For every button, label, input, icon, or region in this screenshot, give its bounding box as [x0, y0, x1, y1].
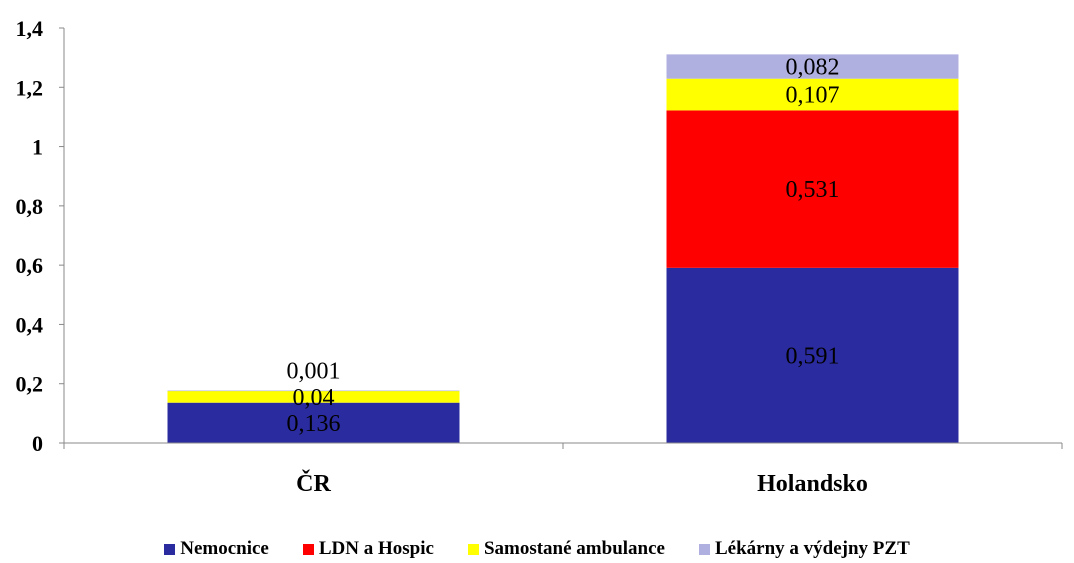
y-tick-label: 1,2 [16, 75, 44, 100]
legend-swatch [698, 543, 710, 555]
bar-segment [666, 110, 959, 268]
legend-label: Lékárny a výdejny PZT [714, 538, 910, 559]
legend-swatch [302, 543, 314, 555]
data-label: 0,082 [786, 55, 840, 81]
bar-segment [666, 267, 959, 443]
data-label: 0,107 [786, 83, 840, 109]
legend-label: Samostané ambulance [483, 538, 665, 559]
legend-item: LDN a Hospic [302, 538, 434, 560]
y-tick-label: 0 [32, 431, 43, 456]
y-tick-label: 1,4 [16, 16, 44, 41]
data-label: 0,04 [293, 385, 335, 411]
bar-segment [666, 78, 959, 111]
data-label: 0,531 [786, 177, 840, 203]
legend-swatch [164, 543, 176, 555]
x-axis: ČR Holandsko [63, 442, 1063, 497]
y-tick-label: 1 [32, 135, 43, 160]
x-tick-label: ČR [296, 470, 331, 497]
legend-item: Nemocnice [164, 538, 269, 560]
y-axis: 0 0,2 0,4 0,6 0,8 1 1,2 1,4 [16, 16, 65, 456]
legend-swatch [467, 543, 479, 555]
bars [167, 54, 959, 443]
data-label: 0,136 [287, 411, 341, 437]
x-tick-label: Holandsko [757, 471, 868, 497]
bar-segment [167, 402, 460, 443]
data-label: 0,591 [786, 343, 840, 369]
legend-label: Nemocnice [180, 538, 269, 559]
bar-segment [666, 54, 959, 79]
y-tick-label: 0,8 [16, 194, 44, 219]
legend-label: LDN a Hospic [318, 538, 434, 559]
y-tick-label: 0,4 [16, 312, 44, 337]
legend-item: Samostané ambulance [467, 538, 665, 560]
bar-segment [167, 390, 460, 403]
y-tick-label: 0,2 [16, 372, 44, 397]
legend-item: Lékárny a výdejny PZT [698, 538, 910, 560]
y-tick-label: 0,6 [16, 253, 44, 278]
data-label: 0,001 [287, 359, 341, 385]
bar-segment [167, 390, 460, 392]
legend: Nemocnice LDN a Hospic Samostané ambulance… [0, 538, 1074, 560]
